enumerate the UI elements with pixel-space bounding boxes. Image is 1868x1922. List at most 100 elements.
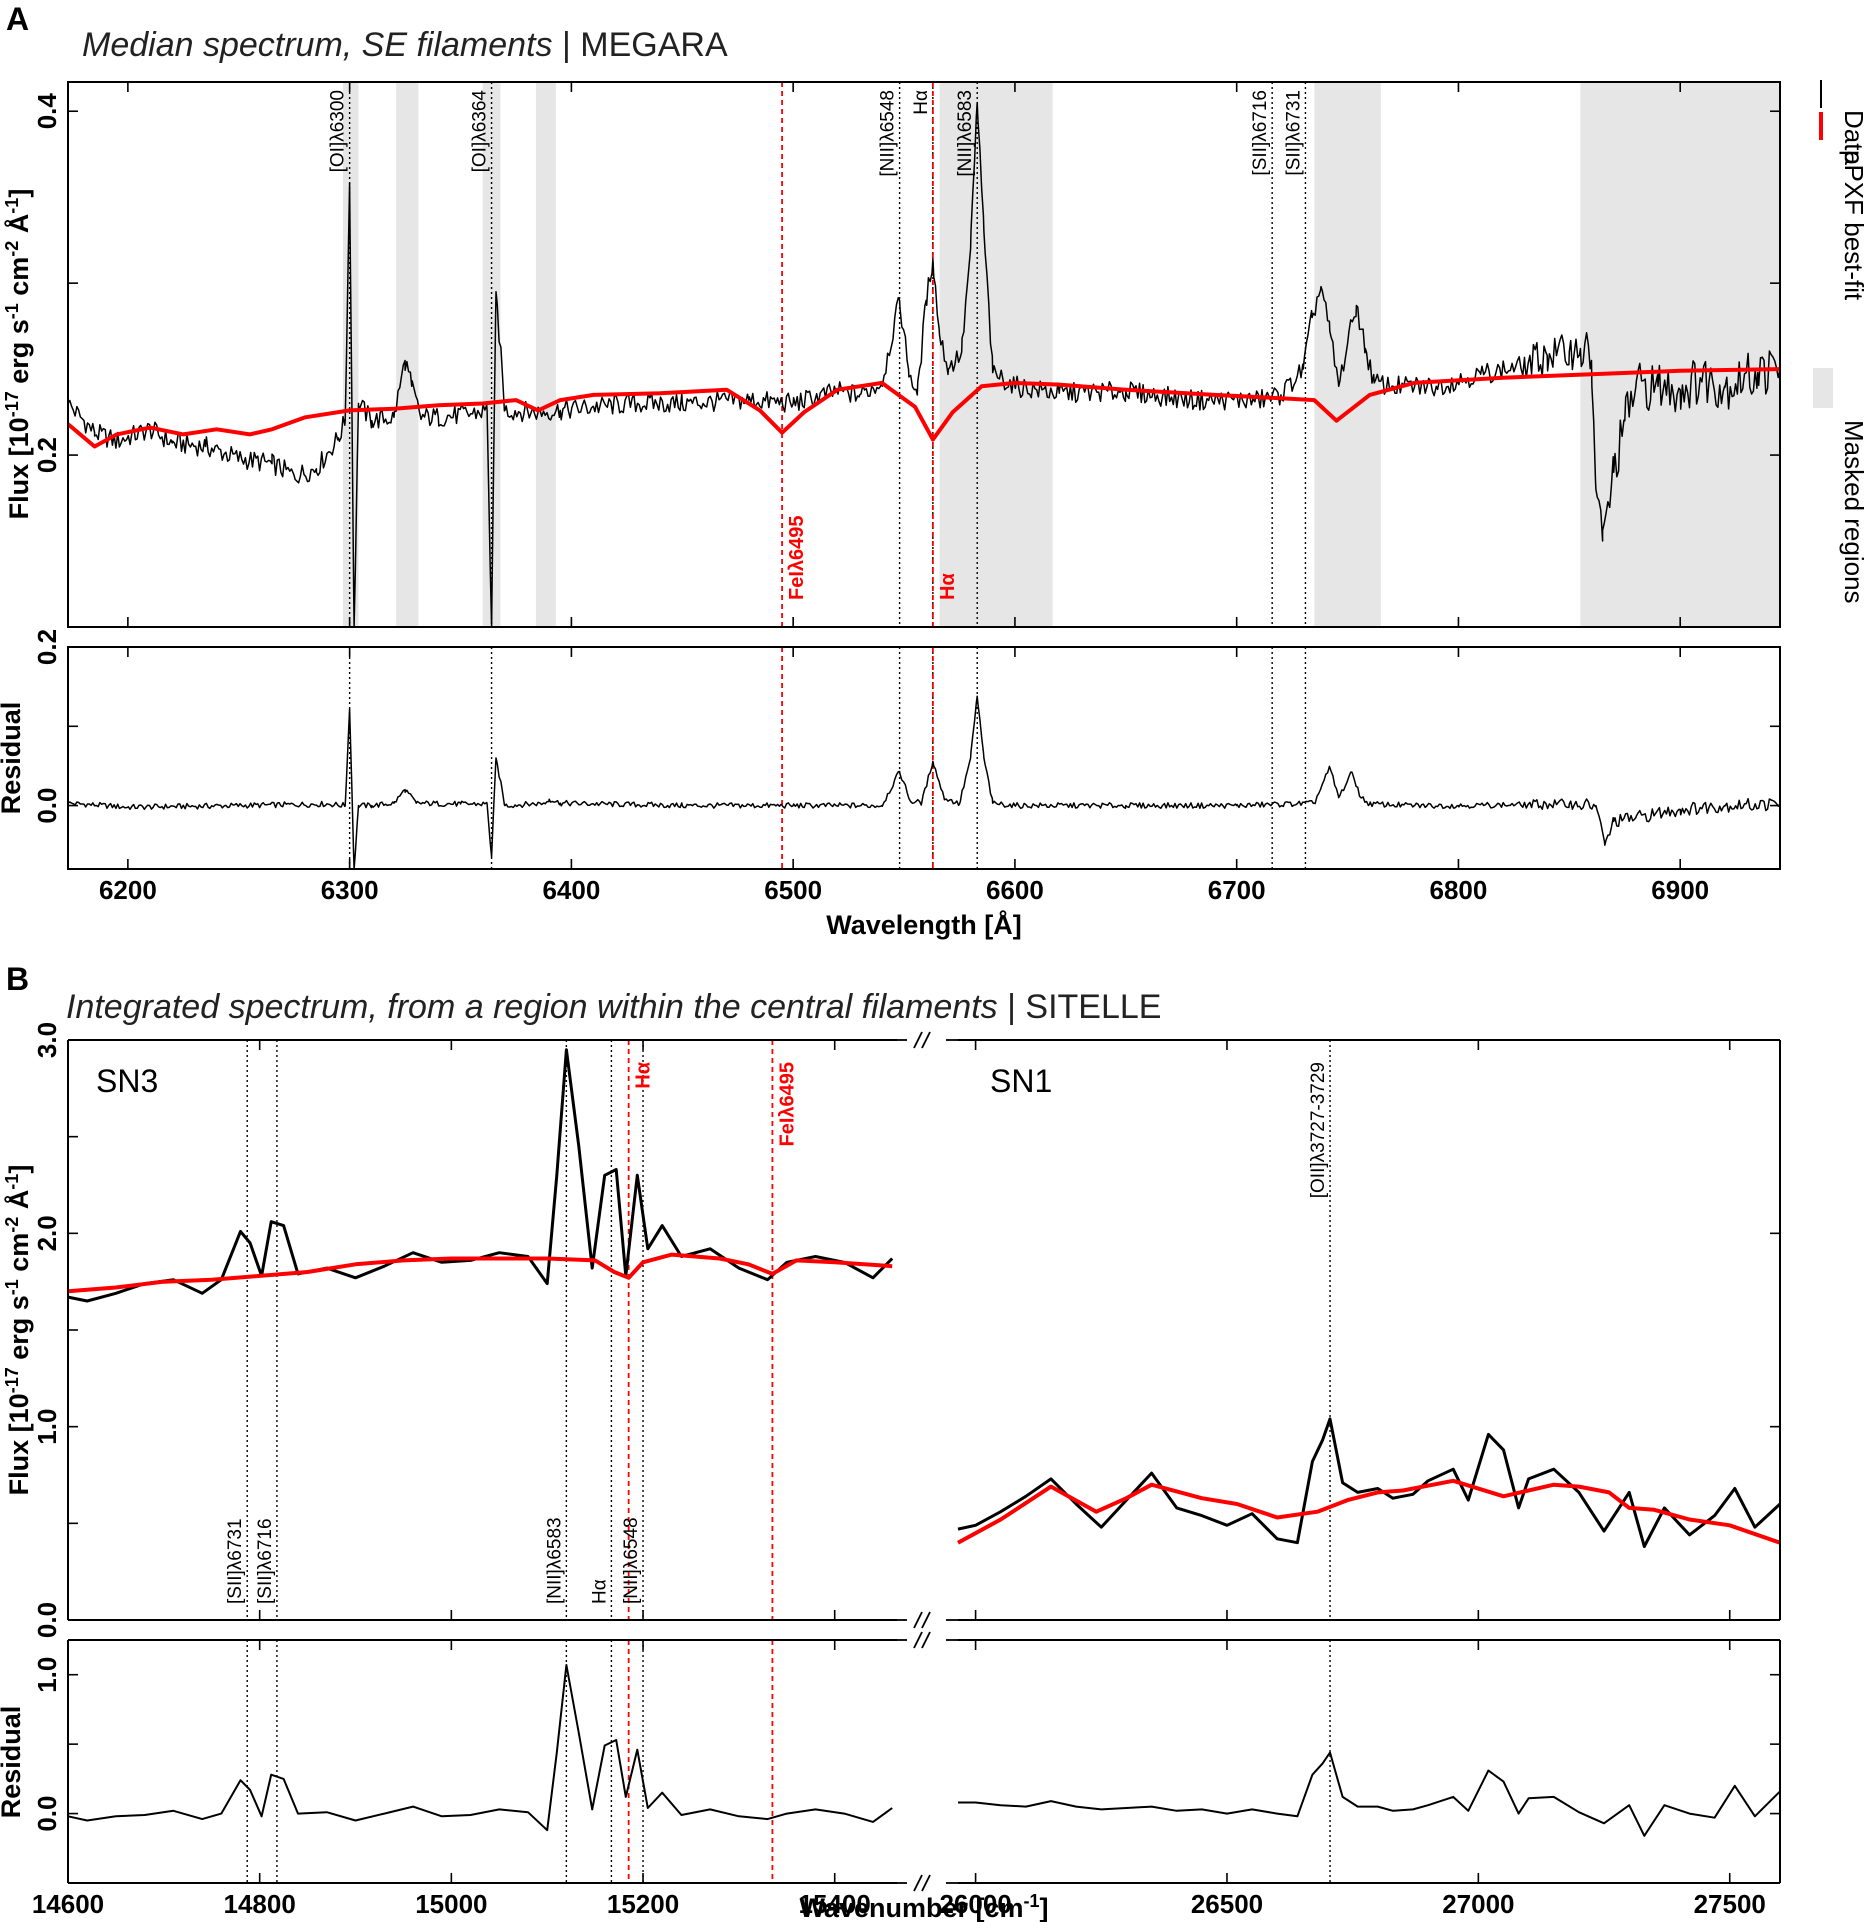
x-tick-label: 6300 — [321, 875, 379, 905]
panel-b-title: Integrated spectrum, from a region withi… — [66, 988, 1161, 1026]
break-slash — [921, 1031, 931, 1049]
x-tick-label: 15000 — [415, 1889, 487, 1919]
line-label-2: [NII]λ6583 — [544, 1517, 565, 1604]
y-tick-label: 0.0 — [32, 1795, 62, 1831]
plot-series — [957, 1417, 1782, 1548]
panel-b-letter: B — [6, 961, 29, 997]
axis-ticks: 6200 6300 6400 6500 6600 6700 6800 6900 0.0 0.2 — [32, 629, 1780, 905]
line-label-0: [OII]λ3727-3729 — [1308, 1062, 1329, 1198]
line-labels: [OII]λ3727-3729 — [1308, 1062, 1329, 1198]
panel-a-flux-ylabel: Flux [10-17 erg s-1 cm-2 Å-1] — [2, 189, 34, 520]
line-markers — [348, 647, 1307, 869]
panel-a-residual-axes: 6200 6300 6400 6500 6600 6700 6800 6900 0.0 0.2 — [32, 629, 1781, 905]
axes-frame — [958, 1639, 1781, 1884]
masked-region-2 — [482, 82, 501, 627]
plot-series — [66, 101, 1781, 628]
y-tick-label: 1.0 — [32, 1409, 62, 1445]
line-label-5: Hα — [633, 1061, 655, 1088]
panel-a-title: Median spectrum, SE filaments | MEGARA — [82, 26, 728, 64]
panel-b-xlabel: Wavenumber [cm-1] — [799, 1891, 1048, 1922]
break-slash — [913, 1874, 923, 1892]
panel-b-title-instrument: SITELLE — [1025, 988, 1161, 1026]
line-label-5: [SII]λ6716 — [1250, 90, 1271, 176]
panel-a-residual-ylabel: Residual — [0, 702, 26, 815]
y-tick-label: 0.2 — [32, 629, 62, 665]
panel-b-flux-ylabel: Flux [10-17 erg s-1 cm-2 Å-1] — [2, 1165, 34, 1496]
panel-a-letter: A — [6, 1, 29, 37]
y-tick-label: 0.0 — [32, 1602, 62, 1638]
line-label-6: FeIλ6495 — [776, 1062, 798, 1147]
masked-region-4 — [939, 82, 1053, 627]
axis-ticks: 26000 26500 27000 27500 — [939, 1640, 1780, 1919]
line-label-3: Hα — [589, 1579, 610, 1604]
axes-frame — [958, 1039, 1781, 1621]
axes-frame — [67, 646, 1781, 870]
line-label-6: [SII]λ6731 — [1283, 90, 1304, 176]
line-label-1: [OI]λ6364 — [470, 90, 491, 173]
masked-region-1 — [396, 82, 419, 627]
panel-b-title-italic: Integrated spectrum, from a region withi… — [66, 988, 998, 1026]
line-label-8: Hα — [937, 573, 959, 600]
line-label-7: FeIλ6495 — [786, 515, 808, 600]
line-label-1: [SII]λ6716 — [255, 1518, 276, 1604]
x-tick-label: 6900 — [1651, 875, 1709, 905]
panel-b-flux-sn1-axes: [OII]λ3727-3729 — [957, 1039, 1782, 1621]
plot-series — [958, 1751, 1781, 1837]
break-slash — [913, 1611, 923, 1629]
panel-b-flux-sn3-axes: 0.0 1.0 2.0 3.0 [SII]λ6731 [SII]λ6716 [NII]λ6… — [32, 1022, 897, 1638]
line-label-0: [SII]λ6731 — [225, 1518, 246, 1604]
x-tick-label: 26500 — [1191, 1889, 1263, 1919]
residual-series-line — [958, 1751, 1781, 1837]
line-markers — [246, 1640, 774, 1883]
plot-series — [67, 1048, 894, 1303]
plot-series — [67, 695, 1781, 870]
data-series-line — [67, 101, 1781, 628]
panel-a-legend: Data pPXF best-fit Masked regions — [1813, 80, 1868, 604]
fit-series-line — [957, 1478, 1781, 1545]
x-tick-label: 6600 — [986, 875, 1044, 905]
break-slash — [913, 1031, 923, 1049]
x-tick-label: 15400 — [799, 1889, 871, 1919]
legend-masked-label: Masked regions — [1839, 420, 1868, 604]
y-tick-label: 2.0 — [32, 1215, 62, 1251]
line-label-2: [NII]λ6548 — [878, 90, 899, 177]
axis-ticks: 0.0 1.0 2.0 3.0 — [32, 1022, 836, 1638]
masked-region-bands — [342, 82, 1780, 627]
panel-a-title-italic: Median spectrum, SE filaments — [82, 26, 553, 64]
line-labels: [OI]λ6300 [OI]λ6364 [NII]λ6548 Hα [NII]λ6583… — [328, 90, 1305, 600]
panel-a-title-instrument: MEGARA — [580, 26, 728, 64]
panel-b-residual-sn1-axes: 26000 26500 27000 27500 — [939, 1639, 1781, 1919]
x-tick-label: 26000 — [939, 1889, 1011, 1919]
residual-series-line — [67, 695, 1781, 870]
line-label-4: [NII]λ6548 — [621, 1517, 642, 1604]
masked-region-6 — [1580, 82, 1780, 627]
line-label-4: [NII]λ6583 — [955, 90, 976, 177]
sn3-label: SN3 — [96, 1063, 158, 1099]
legend-fit-label: pPXF best-fit — [1839, 150, 1868, 301]
x-tick-label: 14600 — [32, 1889, 104, 1919]
x-tick-label: 27000 — [1442, 1889, 1514, 1919]
line-label-0: [OI]λ6300 — [328, 90, 349, 172]
sn1-label: SN1 — [990, 1063, 1052, 1099]
break-slash — [921, 1611, 931, 1629]
y-tick-label: 0.0 — [32, 787, 62, 823]
line-markers — [348, 82, 1307, 627]
panel-b-residual-sn3-axes: 14600 14800 15000 15200 15400 0.0 1.0 — [32, 1639, 897, 1919]
fit-series-line — [67, 1252, 893, 1294]
plot-series — [67, 1664, 893, 1832]
axis-ticks: 14600 14800 15000 15200 15400 0.0 1.0 — [32, 1640, 871, 1919]
legend-masked-swatch — [1813, 368, 1833, 408]
x-tick-label: 15200 — [607, 1889, 679, 1919]
masked-region-3 — [535, 82, 556, 627]
y-tick-label: 0.4 — [32, 93, 62, 130]
panel-a-flux-axes: 0.2 0.4 [OI]λ6300 [OI]λ6364 [NII]λ6548 Hα [NI… — [32, 81, 1781, 628]
panel-b-title-sep: | — [998, 988, 1026, 1026]
panel-b-residual-ylabel: Residual — [0, 1706, 26, 1819]
y-tick-label: 1.0 — [32, 1657, 62, 1693]
x-tick-label: 14800 — [224, 1889, 296, 1919]
panel-a-xlabel: Wavelength [Å] — [826, 909, 1022, 940]
data-series-line — [67, 1048, 894, 1303]
axes-frame — [67, 1639, 897, 1884]
legend-data-label: Data — [1839, 110, 1868, 165]
